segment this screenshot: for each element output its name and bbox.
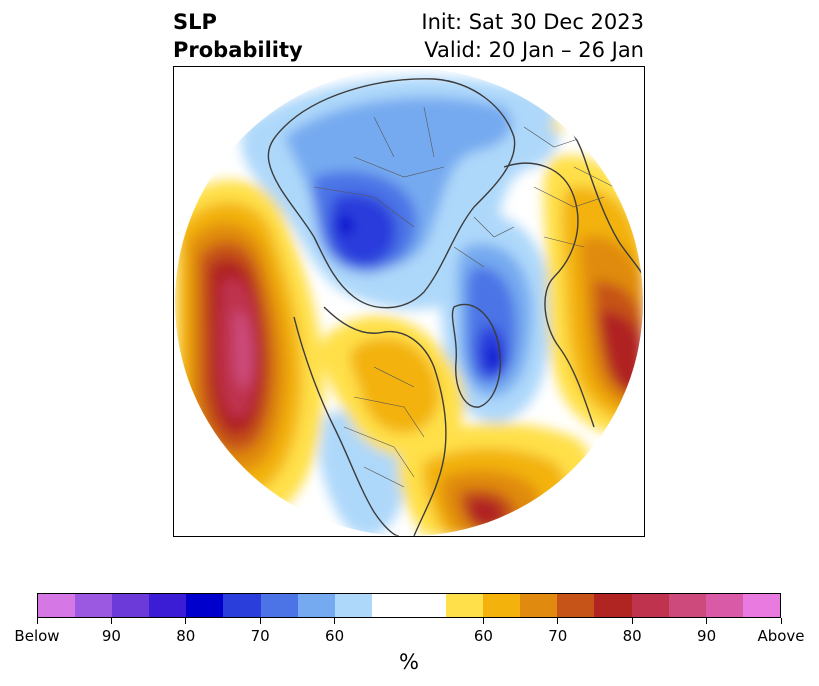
colorbar-segment xyxy=(668,594,706,617)
borders xyxy=(313,106,615,488)
colorbar-tick xyxy=(334,618,336,624)
colorbar-segment xyxy=(742,594,780,617)
colorbar-segment xyxy=(631,594,669,617)
colorbar-segment xyxy=(446,594,484,617)
colorbar-segment xyxy=(38,594,76,617)
colorbar-tick-label: 80 xyxy=(176,627,196,645)
colorbar-segment xyxy=(297,594,335,617)
colorbar-segment xyxy=(112,594,150,617)
colorbar-segment xyxy=(371,594,409,617)
colorbar-tick xyxy=(780,618,782,624)
colorbar-tick xyxy=(185,618,187,624)
colorbar-tick xyxy=(706,618,708,624)
colorbar-tick-label: 80 xyxy=(622,627,642,645)
colorbar-segment xyxy=(260,594,298,617)
colorbar-tick-label: Below xyxy=(14,627,60,645)
colorbar-segment xyxy=(408,594,447,617)
colorbar-segment xyxy=(334,594,372,617)
colorbar-segment xyxy=(75,594,113,617)
map-title: SLP Probability xyxy=(173,8,303,64)
colorbar-tick-label: 60 xyxy=(325,627,345,645)
colorbar-segment xyxy=(186,594,224,617)
colorbar-tick xyxy=(36,618,38,624)
colorbar-tick xyxy=(557,618,559,624)
colorbar-segment xyxy=(594,594,632,617)
colorbar-segment xyxy=(149,594,187,617)
colorbar-segment xyxy=(705,594,743,617)
colorbar-tick-label: 90 xyxy=(101,627,121,645)
title-line-1: SLP xyxy=(173,10,217,34)
colorbar-segment xyxy=(223,594,261,617)
colorbar-tick xyxy=(259,618,261,624)
colorbar-tick-label: Above xyxy=(757,627,805,645)
colorbar-tick-label: 70 xyxy=(250,627,270,645)
colorbar-tick-label: 90 xyxy=(697,627,717,645)
colorbar-tick-label: 70 xyxy=(548,627,568,645)
colorbar-tick xyxy=(631,618,633,624)
colorbar-unit: % xyxy=(399,650,419,674)
valid-range: Valid: 20 Jan – 26 Jan xyxy=(424,38,644,62)
colorbar-tick-label: 60 xyxy=(473,627,493,645)
colorbar-tick xyxy=(110,618,112,624)
colorbar-segment xyxy=(483,594,521,617)
map-panel xyxy=(173,66,645,537)
title-line-2: Probability xyxy=(173,38,303,62)
colorbar-segment xyxy=(520,594,558,617)
init-date: Init: Sat 30 Dec 2023 xyxy=(421,10,644,34)
forecast-info: Init: Sat 30 Dec 2023 Valid: 20 Jan – 26… xyxy=(421,8,644,64)
colorbar-tick xyxy=(482,618,484,624)
colorbar xyxy=(37,593,781,618)
polar-map xyxy=(175,68,643,536)
colorbar-segment xyxy=(557,594,595,617)
